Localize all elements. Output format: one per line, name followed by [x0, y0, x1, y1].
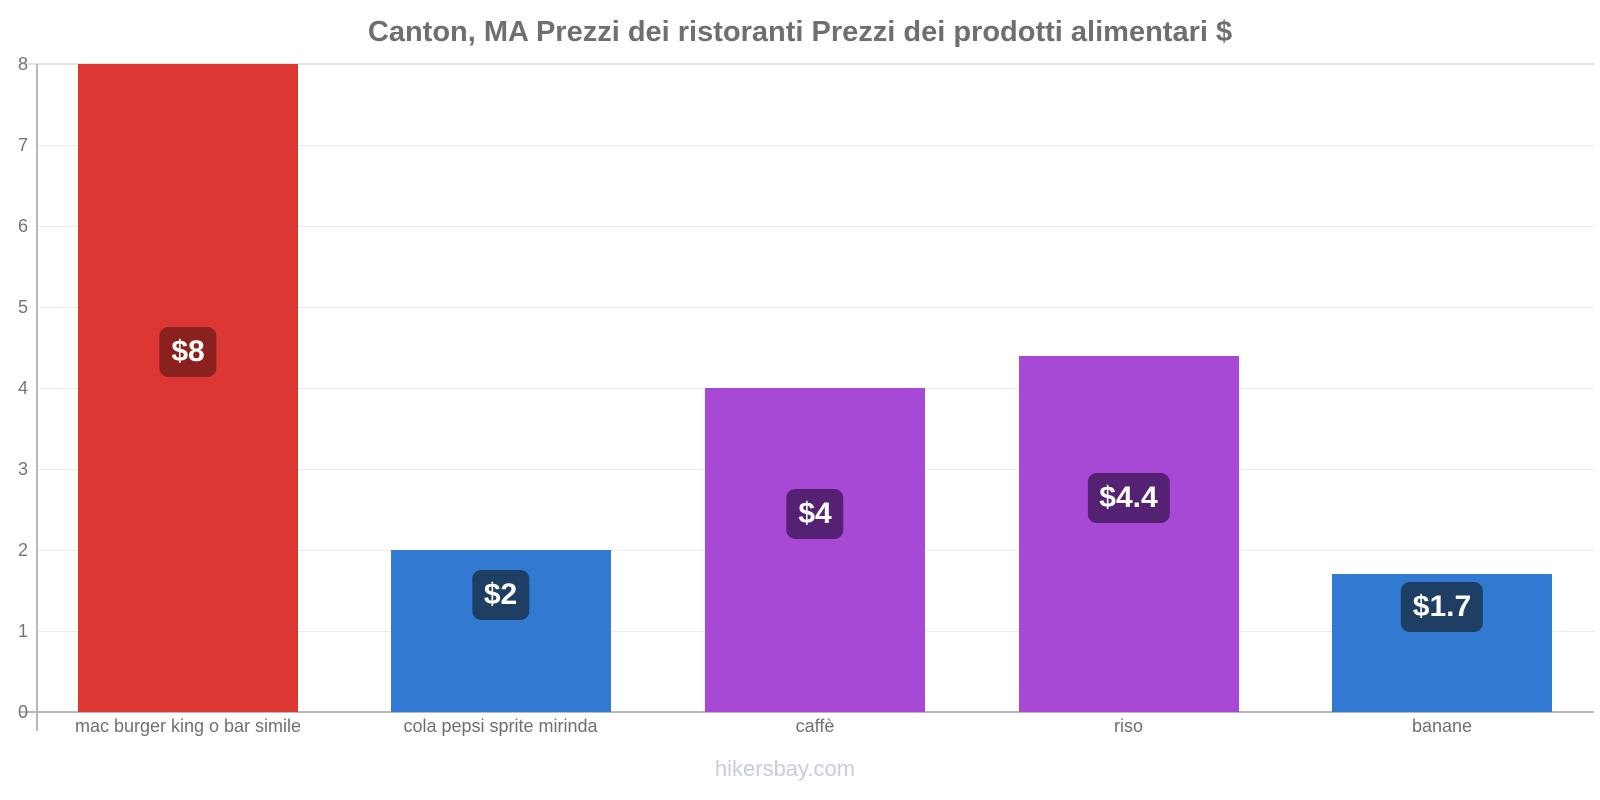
- y-axis-tick-label-8: 8: [17, 54, 28, 74]
- bar-value-badge-2: $2: [471, 570, 530, 620]
- y-axis-tick-label-4: 4: [17, 378, 28, 398]
- x-axis-label-4: riso: [1113, 716, 1144, 736]
- bar-value-badge-4: $4.4: [1087, 472, 1170, 523]
- y-axis-tick-label-5: 5: [17, 297, 28, 317]
- bar-value-badge-3: $4: [786, 489, 844, 539]
- bar-2: $2: [390, 550, 611, 712]
- gridline-y8: [20, 63, 1594, 65]
- gridline-y7: [37, 145, 1594, 146]
- footer-link[interactable]: hikersbay.com: [714, 756, 856, 781]
- y-axis-tick-label-7: 7: [17, 135, 28, 155]
- y-axis-tick-label-3: 3: [17, 459, 28, 479]
- x-axis-label-5: banane: [1411, 716, 1473, 736]
- y-axis-tick-label-6: 6: [17, 216, 28, 236]
- y-axis-line: [36, 64, 38, 731]
- x-axis-line: [20, 711, 1594, 713]
- bar-value-badge-5: $1.7: [1400, 582, 1484, 633]
- bar-5: $1.7: [1332, 574, 1552, 712]
- chart-title: Canton, MA Prezzi dei ristoranti Prezzi …: [367, 16, 1233, 48]
- y-axis-tick-label-0: 0: [17, 702, 28, 722]
- x-axis-label-3: caffè: [795, 716, 835, 736]
- gridline-y5: [37, 307, 1594, 308]
- y-axis-tick-label-1: 1: [17, 621, 28, 641]
- bar-4: $4.4: [1018, 355, 1239, 712]
- bar-value-badge-1: $8: [159, 327, 217, 377]
- bar-1: $8: [78, 64, 298, 712]
- bar-3: $4: [705, 388, 925, 712]
- y-axis-tick-label-2: 2: [17, 540, 28, 560]
- x-axis-label-1: mac burger king o bar simile: [74, 716, 302, 736]
- x-axis-label-2: cola pepsi sprite mirinda: [403, 716, 598, 736]
- gridline-y6: [37, 226, 1594, 227]
